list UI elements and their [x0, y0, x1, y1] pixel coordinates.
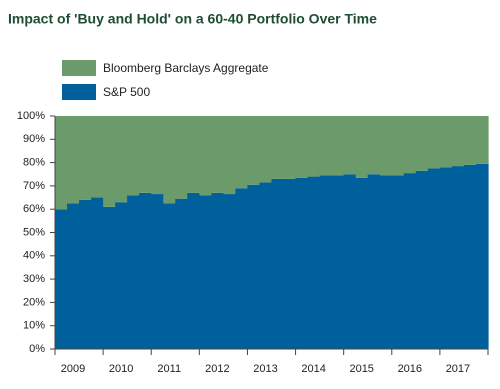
y-tick-label: 50%	[23, 226, 45, 238]
area-segment	[307, 176, 321, 349]
x-tick-label: 2013	[253, 363, 277, 375]
area-segment	[271, 116, 285, 179]
area-segment	[127, 116, 140, 196]
area-segment	[67, 116, 80, 204]
area-segment	[163, 116, 176, 204]
y-tick-label: 100%	[17, 110, 45, 122]
y-tick-label: 90%	[23, 133, 45, 145]
area-segment	[151, 116, 164, 195]
area-segment	[343, 174, 357, 349]
area-segment	[283, 116, 297, 179]
area-segment	[103, 206, 116, 349]
area-segment	[103, 116, 116, 207]
area-segment	[139, 192, 152, 349]
area-segment	[391, 175, 405, 349]
area-segment	[271, 178, 285, 349]
legend-label: S&P 500	[103, 85, 150, 99]
area-segment	[451, 116, 465, 167]
area-segment	[91, 116, 104, 198]
chart-title: Impact of 'Buy and Hold' on a 60-40 Port…	[8, 11, 377, 27]
area-segment	[235, 116, 249, 189]
area-segment	[355, 116, 369, 178]
y-tick-label: 80%	[23, 157, 45, 169]
area-segment	[283, 178, 297, 349]
area-segment	[211, 192, 224, 349]
area-segment	[307, 116, 321, 177]
area-segment	[115, 202, 128, 349]
area-segment	[235, 188, 249, 349]
x-tick-label: 2009	[61, 363, 85, 375]
area-segment	[415, 170, 429, 349]
area-segment	[199, 195, 212, 349]
area-segment	[163, 203, 176, 349]
area-segment	[91, 197, 104, 349]
area-segment	[115, 116, 128, 203]
area-segment	[415, 116, 429, 171]
x-tick-label: 2014	[301, 363, 325, 375]
area-segment	[223, 194, 237, 349]
area-segment	[79, 199, 92, 349]
area-segment	[475, 163, 489, 349]
area-segment	[463, 164, 477, 349]
area-segment	[391, 116, 405, 176]
area-segment	[319, 116, 333, 176]
y-tick-label: 0%	[29, 343, 45, 355]
area-segment	[463, 116, 477, 165]
area-segment	[223, 116, 237, 195]
x-tick-label: 2012	[205, 363, 229, 375]
area-segment	[319, 175, 333, 349]
area-segment	[367, 116, 381, 175]
x-tick-label: 2011	[157, 363, 181, 375]
y-tick-label: 60%	[23, 203, 45, 215]
area-segment	[151, 194, 164, 349]
area-segment	[427, 116, 441, 169]
area-segment	[355, 177, 369, 349]
area-segment	[379, 116, 393, 176]
area-segment	[331, 116, 345, 176]
area-segment	[331, 175, 345, 349]
legend-swatch	[62, 84, 96, 100]
area-segment	[247, 116, 261, 185]
area-segment	[439, 167, 453, 349]
y-tick-label: 20%	[23, 296, 45, 308]
area-segment	[127, 195, 140, 349]
y-tick-label: 30%	[23, 273, 45, 285]
area-segment	[139, 116, 152, 193]
area-segment	[247, 184, 261, 349]
area-segment	[427, 168, 441, 349]
area-segment	[55, 116, 68, 210]
area-segment	[187, 192, 200, 349]
area-segment	[403, 173, 417, 349]
y-tick-label: 70%	[23, 180, 45, 192]
area-segment	[211, 116, 224, 193]
legend-label: Bloomberg Barclays Aggregate	[103, 61, 269, 75]
y-tick-label: 40%	[23, 250, 45, 262]
area-segment	[403, 116, 417, 174]
area-segment	[79, 116, 92, 200]
x-tick-label: 2015	[349, 363, 373, 375]
area-segment	[55, 209, 68, 349]
area-segment	[199, 116, 212, 196]
legend-swatch	[62, 60, 96, 76]
area-segment	[67, 203, 80, 349]
area-segment	[175, 198, 188, 349]
area-segment	[439, 116, 453, 168]
area-segment	[175, 116, 188, 199]
area-segment	[295, 177, 309, 349]
area-segment	[343, 116, 357, 175]
area-segment	[451, 166, 465, 349]
x-tick-label: 2016	[398, 363, 422, 375]
x-tick-label: 2010	[109, 363, 133, 375]
area-segment	[295, 116, 309, 178]
area-segment	[367, 174, 381, 349]
area-segment	[379, 175, 393, 349]
area-segment	[475, 116, 489, 164]
area-segment	[187, 116, 200, 193]
area-segment	[259, 182, 273, 349]
x-tick-label: 2017	[446, 363, 470, 375]
area-segment	[259, 116, 273, 183]
y-tick-label: 10%	[23, 320, 45, 332]
